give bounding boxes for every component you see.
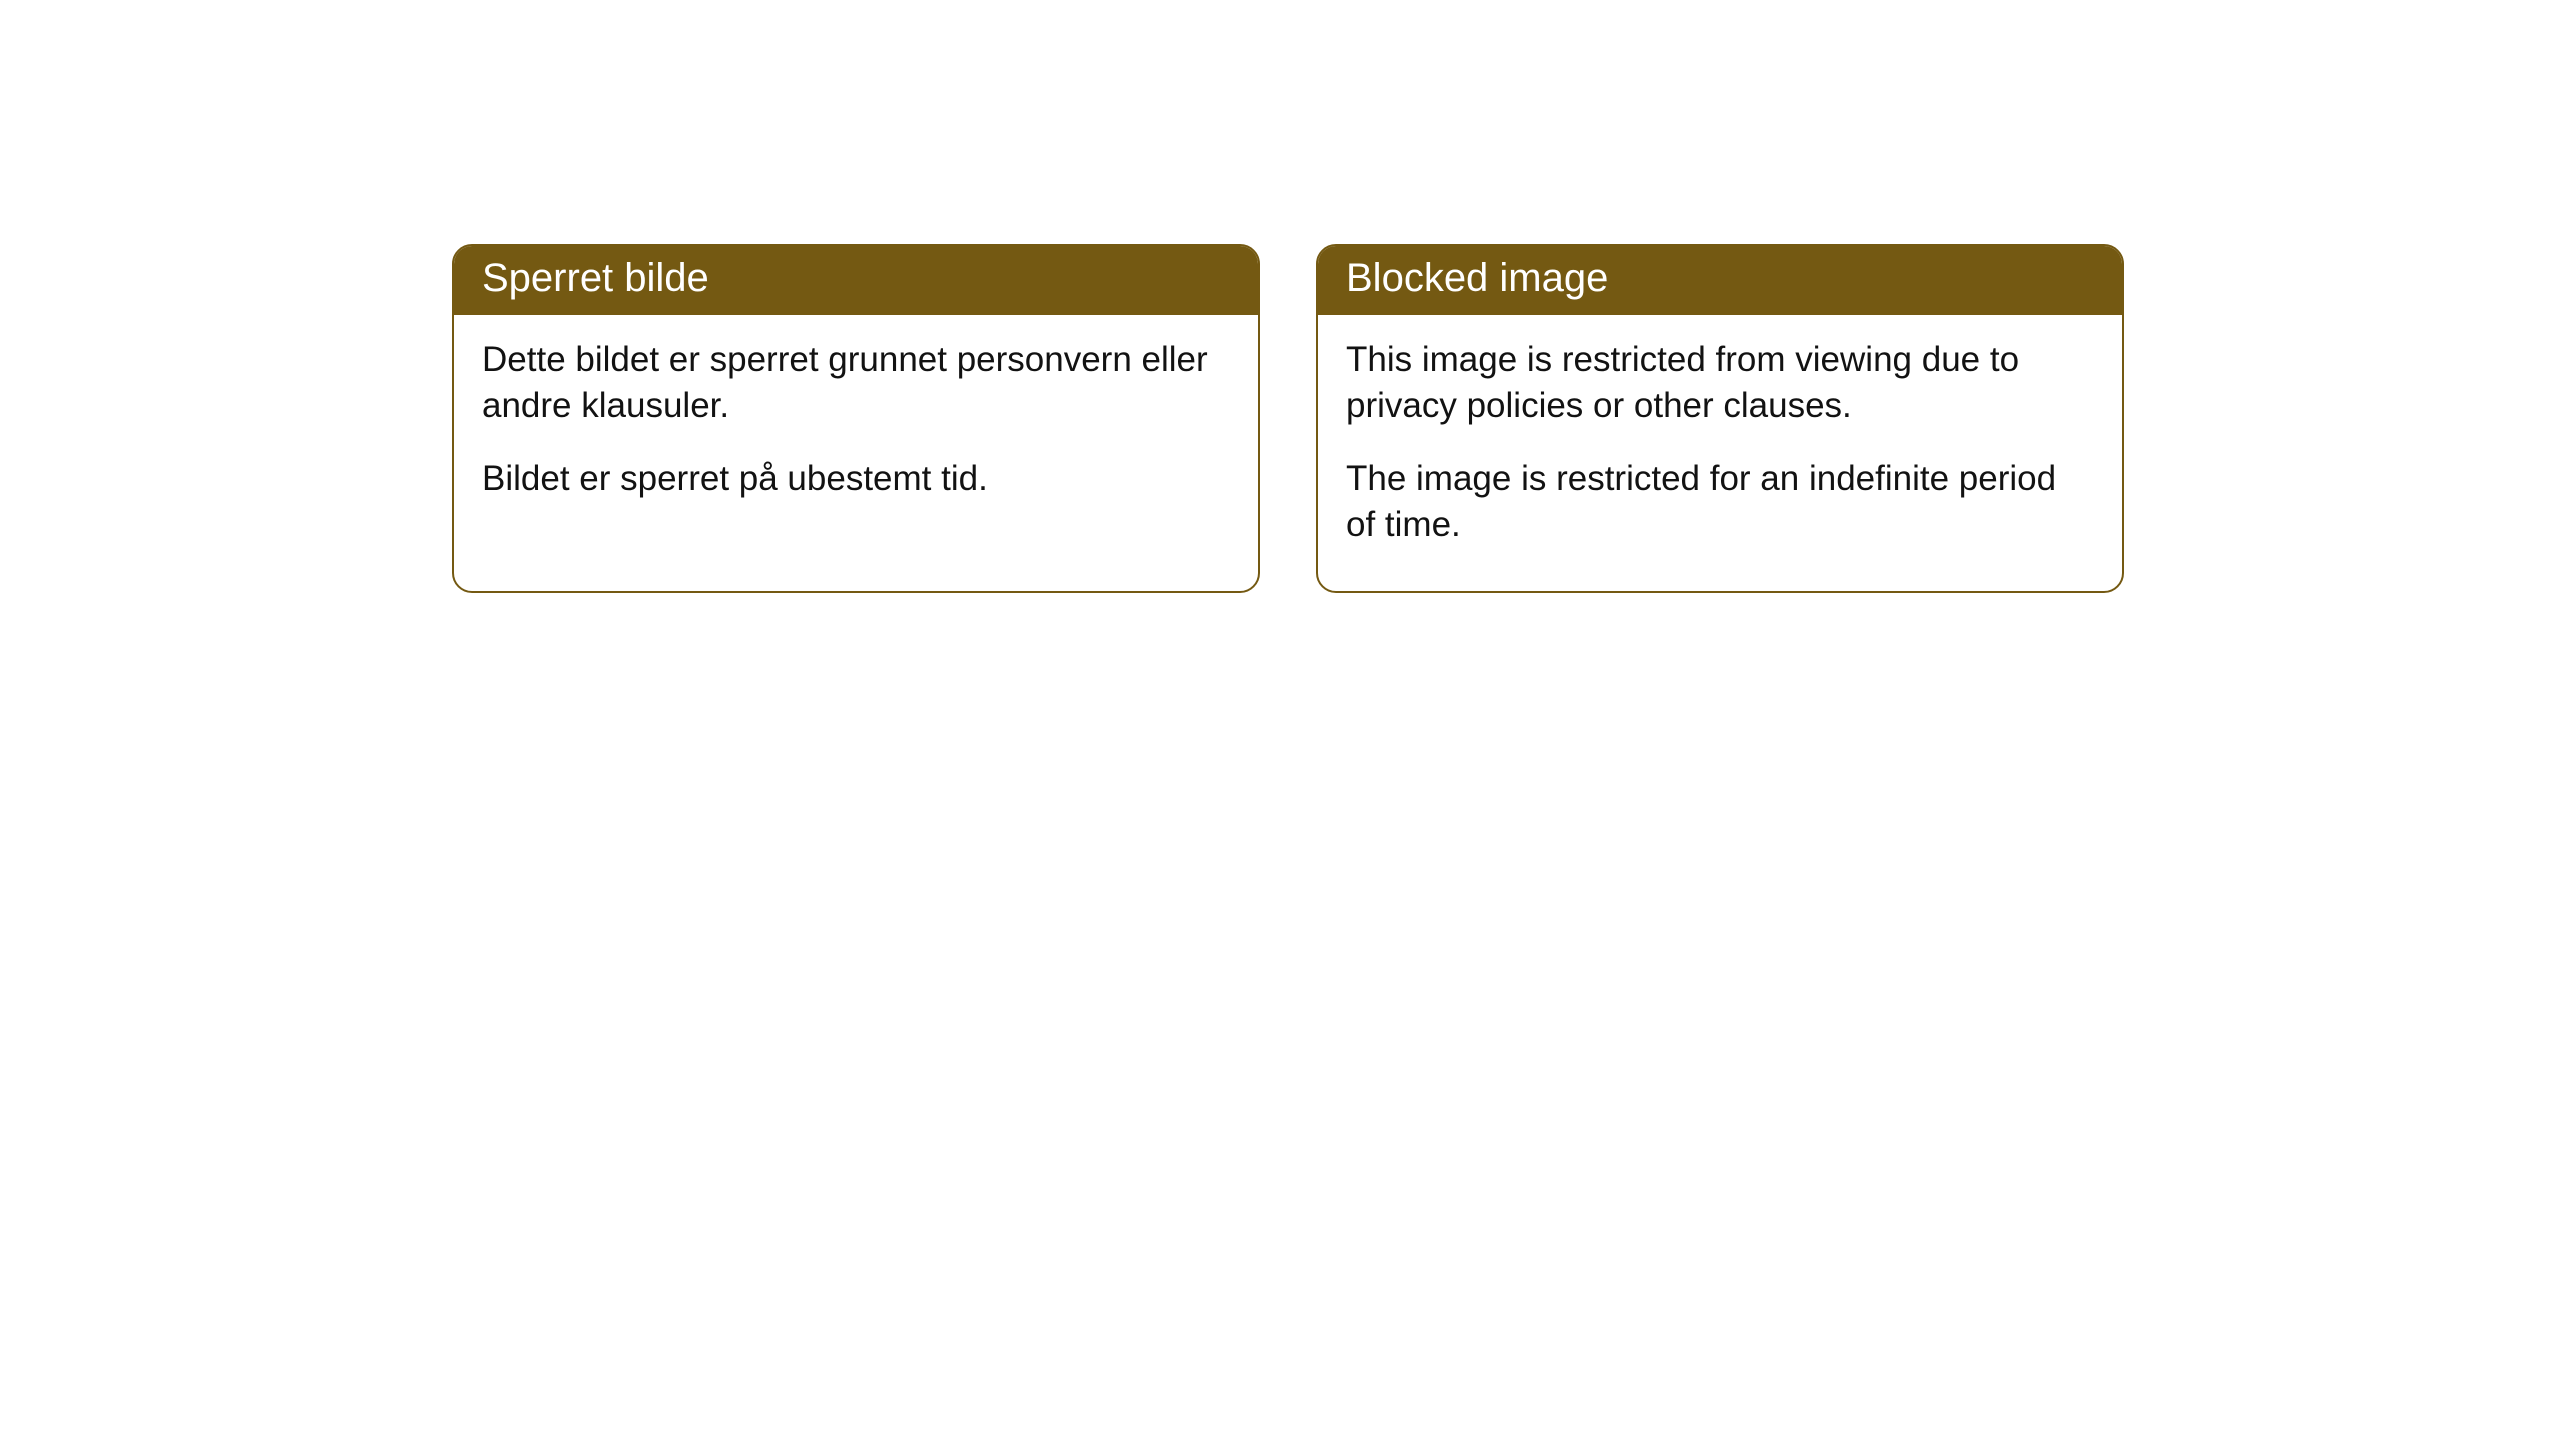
card-body-norwegian: Dette bildet er sperret grunnet personve… [454, 315, 1258, 546]
cards-container: Sperret bilde Dette bildet er sperret gr… [0, 0, 2560, 593]
card-paragraph: The image is restricted for an indefinit… [1346, 456, 2094, 547]
card-body-english: This image is restricted from viewing du… [1318, 315, 2122, 591]
card-header-norwegian: Sperret bilde [454, 246, 1258, 315]
card-paragraph: Dette bildet er sperret grunnet personve… [482, 337, 1230, 428]
card-norwegian: Sperret bilde Dette bildet er sperret gr… [452, 244, 1260, 593]
card-english: Blocked image This image is restricted f… [1316, 244, 2124, 593]
card-paragraph: Bildet er sperret på ubestemt tid. [482, 456, 1230, 502]
card-paragraph: This image is restricted from viewing du… [1346, 337, 2094, 428]
card-header-english: Blocked image [1318, 246, 2122, 315]
